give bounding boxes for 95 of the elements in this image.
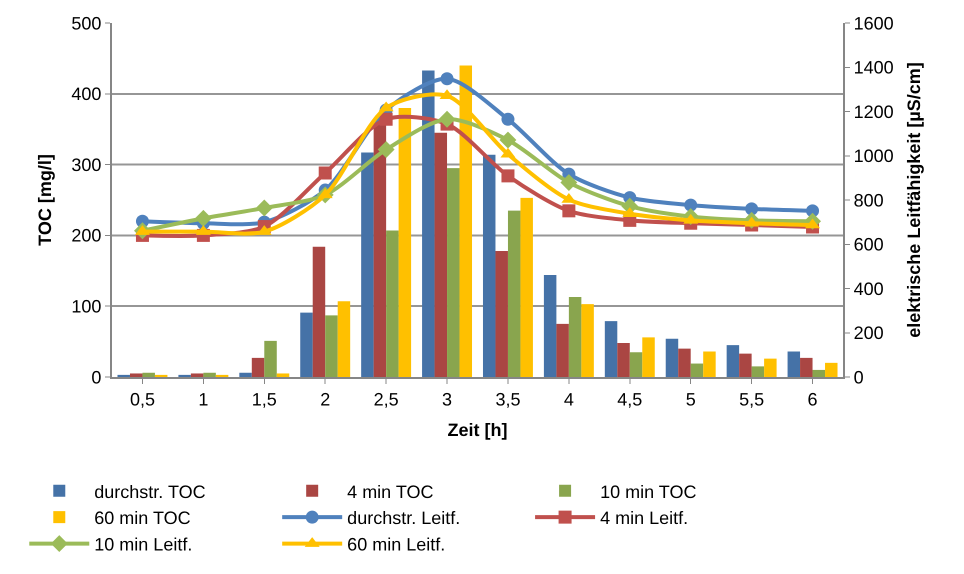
bar [508, 210, 520, 377]
x-axis-title: Zeit [h] [448, 420, 508, 440]
point [378, 141, 395, 158]
x-tick-label: 5,5 [739, 390, 764, 410]
bar [142, 372, 155, 377]
x-tick-label: 4 [564, 390, 574, 410]
legend-label: 4 min TOC [347, 482, 434, 502]
x-tick-label: 5 [686, 390, 696, 410]
legend-label: durchstr. Leitf. [347, 508, 460, 528]
point [745, 202, 758, 216]
legend-label: 4 min Leitf. [600, 508, 688, 528]
x-tick-label: 2 [320, 390, 330, 410]
y-tick-label: 500 [71, 13, 102, 34]
bar [482, 154, 496, 377]
point [501, 112, 514, 126]
bar [252, 358, 264, 377]
y2-tick-label: 0 [854, 367, 864, 388]
y-tick-label: 200 [71, 226, 102, 246]
bar [130, 373, 142, 377]
point [562, 204, 576, 218]
y2-tick-label: 1600 [854, 13, 894, 34]
bar [630, 352, 642, 377]
y2-tick-label: 1000 [854, 146, 894, 166]
bar [520, 198, 533, 377]
bar [239, 372, 252, 377]
bar [764, 358, 777, 377]
bar [752, 366, 764, 377]
point [194, 210, 212, 227]
x-tick-label: 3,5 [495, 390, 520, 410]
legend-label: 10 min Leitf. [94, 534, 192, 555]
bar [581, 304, 594, 377]
bar [276, 373, 290, 377]
y-tick-label: 300 [71, 154, 102, 175]
x-tick-label: 6 [808, 390, 818, 410]
y2-axis-title: elektrische Leitfähigkeit [µS/cm] [904, 62, 924, 338]
x-tick-label: 1,5 [252, 390, 277, 410]
y-tick-label: 100 [71, 296, 102, 316]
bar [203, 372, 216, 377]
bar [556, 324, 569, 377]
bar [325, 315, 338, 377]
bar [264, 340, 277, 377]
x-tick-label: 4,5 [617, 390, 642, 410]
bar [300, 312, 313, 377]
y2-tick-label: 400 [854, 278, 884, 299]
y2-tick-label: 800 [854, 190, 884, 210]
bar [398, 108, 412, 377]
point [684, 198, 698, 212]
y-tick-label: 0 [91, 367, 102, 388]
y-tick-label: 400 [71, 84, 102, 104]
bar [825, 362, 838, 377]
point [256, 200, 273, 216]
point [500, 132, 516, 148]
point [440, 72, 454, 86]
y2-tick-label: 200 [854, 323, 884, 344]
bar [617, 343, 630, 377]
legend-label: durchstr. TOC [94, 482, 206, 502]
x-tick-label: 1 [198, 390, 208, 410]
bar [447, 168, 460, 377]
bar [386, 230, 399, 377]
bar [495, 250, 508, 377]
point [560, 174, 578, 191]
point [318, 166, 332, 180]
x-tick-label: 0,5 [130, 390, 155, 410]
bar [642, 337, 655, 377]
bar [312, 246, 326, 377]
point [438, 110, 456, 128]
bar [678, 348, 691, 377]
y2-tick-label: 1200 [854, 102, 894, 122]
y2-tick-label: 1400 [854, 58, 894, 78]
bar [190, 373, 204, 377]
point [501, 169, 514, 182]
bar [690, 364, 704, 377]
legend-label: 60 min Leitf. [347, 534, 446, 555]
bar [361, 152, 374, 377]
point [380, 112, 393, 126]
x-tick-label: 2,5 [374, 390, 399, 410]
bar [422, 70, 435, 377]
bar [374, 118, 386, 377]
bar [800, 358, 813, 377]
bar [703, 352, 716, 377]
x-tick-label: 3 [442, 390, 452, 410]
bar [568, 297, 582, 377]
legend-label: 10 min TOC [600, 482, 696, 502]
bar [788, 352, 800, 377]
y2-tick-label: 600 [854, 234, 884, 255]
bar [544, 275, 556, 377]
y-axis-title: TOC [mg/l] [35, 154, 56, 246]
bar [604, 321, 618, 377]
bar [434, 132, 448, 377]
bar [739, 354, 752, 377]
bar [726, 345, 740, 377]
bar [666, 338, 678, 377]
bar [812, 370, 826, 377]
legend-label: 60 min TOC [94, 508, 191, 528]
bar [338, 301, 350, 377]
